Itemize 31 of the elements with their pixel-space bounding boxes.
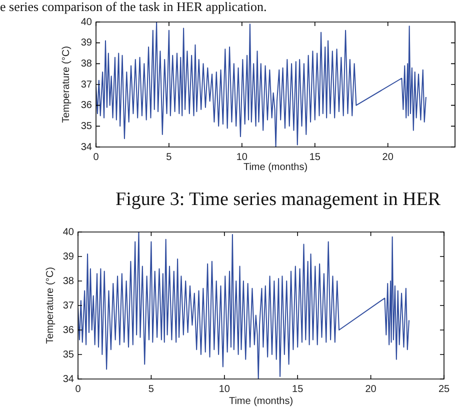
y-tick-label: 35 [80,120,92,132]
x-tick-label: 10 [218,384,230,395]
text: e series comparison of the task in HER application. [0,0,267,15]
y-tick-label: 39 [62,251,74,262]
y-tick-label: 40 [80,16,92,28]
y-tick-label: 34 [62,374,74,385]
y-tick-label: 37 [80,79,92,90]
x-tick-label: 15 [309,152,321,163]
y-axis-title: Temperature (°C) [44,267,56,344]
x-tick-label: 20 [382,152,394,163]
x-tick-label: 0 [93,152,100,163]
x-tick-label: 0 [75,384,82,395]
x-axis-title: Time (months) [243,162,308,173]
y-tick-label: 35 [62,349,74,360]
x-tick-label: 15 [292,384,304,395]
y-tick-label: 36 [62,324,74,336]
y-tick-label: 40 [62,226,74,238]
y-tick-label: 34 [80,142,92,153]
x-tick-label: 20 [365,384,377,395]
x-tick-label: 5 [166,152,172,163]
caption: Figure 3: Time series management in HER [116,189,441,211]
x-tick-label: 10 [236,152,248,163]
x-axis-title: Time (months) [228,396,294,407]
y-tick-label: 39 [80,38,92,49]
y-axis-title: Temperature (°C) [60,46,72,123]
y-tick-label: 38 [62,276,74,287]
x-tick-label: 25 [438,384,450,395]
y-tick-label: 36 [80,100,92,112]
x-tick-label: 5 [148,384,154,395]
y-tick-label: 37 [62,300,74,312]
y-tick-label: 38 [80,58,92,70]
